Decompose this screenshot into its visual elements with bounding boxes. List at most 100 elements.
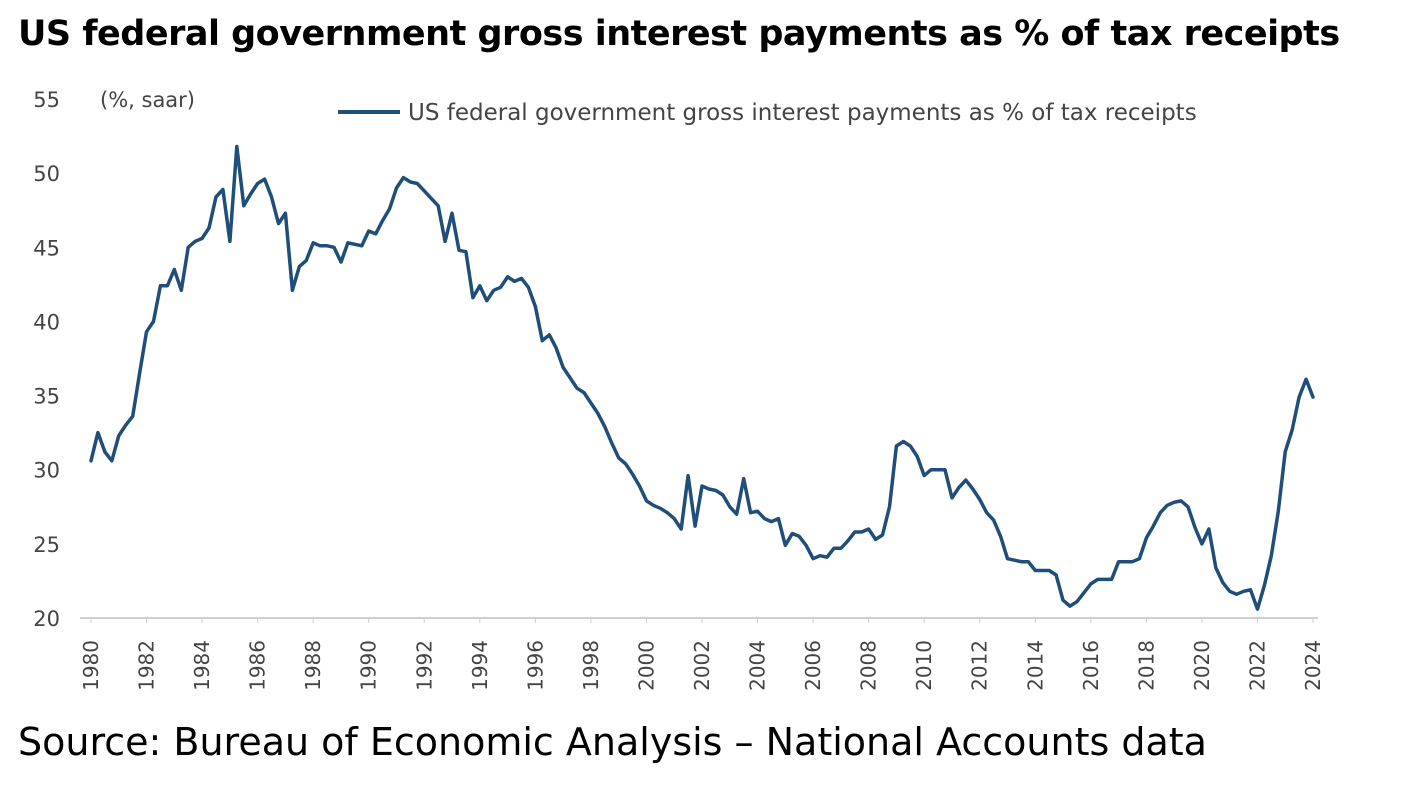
data-point: [1138, 557, 1141, 560]
data-point: [152, 320, 155, 323]
data-point: [1173, 501, 1176, 504]
data-point: [1152, 525, 1155, 528]
data-point: [583, 391, 586, 394]
data-point: [458, 249, 461, 252]
data-point: [992, 519, 995, 522]
x-tick-label: 2002: [690, 640, 714, 691]
data-point: [242, 204, 245, 207]
data-point: [187, 246, 190, 249]
data-point: [249, 192, 252, 195]
data-point: [402, 176, 405, 179]
data-point: [1270, 554, 1273, 557]
data-point: [853, 531, 856, 534]
data-point: [603, 425, 606, 428]
data-point: [1187, 505, 1190, 508]
data-point: [367, 230, 370, 233]
data-point: [1298, 396, 1301, 399]
data-point: [527, 286, 530, 289]
data-point: [1263, 584, 1266, 587]
x-tick-label: 2004: [746, 640, 770, 691]
y-tick-label: 30: [33, 459, 60, 483]
data-point: [145, 330, 148, 333]
data-point: [596, 412, 599, 415]
data-point: [631, 473, 634, 476]
data-point: [645, 499, 648, 502]
data-point: [860, 531, 863, 534]
data-point: [499, 286, 502, 289]
x-tick-label: 2000: [634, 640, 658, 691]
data-point: [1249, 588, 1252, 591]
data-point: [985, 511, 988, 514]
data-point: [1221, 581, 1224, 584]
data-point: [610, 442, 613, 445]
data-point: [999, 535, 1002, 538]
data-point: [652, 504, 655, 507]
data-point: [360, 244, 363, 247]
x-tick-label: 2024: [1301, 640, 1325, 691]
source-note: Source: Bureau of Economic Analysis – Na…: [18, 720, 1207, 764]
data-point: [291, 289, 294, 292]
data-point: [1103, 578, 1106, 581]
data-point: [1256, 608, 1259, 611]
data-point: [1096, 578, 1099, 581]
unit-label: (%, saar): [100, 88, 195, 112]
data-point: [694, 525, 697, 528]
x-tick-label: 2022: [1245, 640, 1269, 691]
data-point: [951, 496, 954, 499]
x-tick-label: 1984: [190, 640, 214, 691]
data-point: [701, 485, 704, 488]
data-point: [1034, 569, 1037, 572]
data-point: [1110, 578, 1113, 581]
data-point: [485, 299, 488, 302]
data-point: [1041, 569, 1044, 572]
x-tick-label: 2008: [857, 640, 881, 691]
data-point: [1277, 510, 1280, 513]
data-point: [832, 547, 835, 550]
data-point: [1075, 600, 1078, 603]
legend: US federal government gross interest pay…: [338, 100, 1197, 126]
y-tick-label: 40: [33, 310, 60, 334]
x-tick-label: 2012: [968, 640, 992, 691]
data-point: [721, 493, 724, 496]
series-line: [89, 144, 1315, 611]
data-point: [1069, 605, 1072, 608]
data-point: [541, 339, 544, 342]
x-tick-label: 1998: [579, 640, 603, 691]
x-tick-label: 2006: [801, 640, 825, 691]
data-point: [117, 434, 120, 437]
data-point: [180, 289, 183, 292]
data-point: [1291, 428, 1294, 431]
data-point: [256, 182, 259, 185]
data-point: [326, 244, 329, 247]
data-point: [673, 517, 676, 520]
y-tick-label: 45: [33, 236, 60, 260]
data-point: [805, 544, 808, 547]
y-tick-label: 50: [33, 162, 60, 186]
data-point: [666, 511, 669, 514]
data-point: [1062, 599, 1065, 602]
data-point: [110, 459, 113, 462]
x-axis-ticks: 1980 1982 1984 1986 1988 1990 1992 1994 1996 1998…: [79, 618, 1325, 691]
data-point: [728, 505, 731, 508]
x-tick-label: 1992: [412, 640, 436, 691]
chart-title: US federal government gross interest pay…: [18, 14, 1340, 54]
data-point: [1131, 560, 1134, 563]
data-point: [131, 415, 134, 418]
x-tick-label: 2016: [1079, 640, 1103, 691]
data-point: [589, 402, 592, 405]
data-point: [534, 305, 537, 308]
data-point: [555, 347, 558, 350]
data-point: [492, 289, 495, 292]
data-point: [749, 511, 752, 514]
data-point: [1055, 574, 1058, 577]
data-point: [735, 513, 738, 516]
data-point: [1048, 569, 1051, 572]
data-point: [971, 488, 974, 491]
data-point: [826, 556, 829, 559]
data-point: [138, 372, 141, 375]
x-tick-label: 1990: [357, 640, 381, 691]
data-point: [846, 539, 849, 542]
data-point: [228, 240, 231, 243]
data-point: [437, 204, 440, 207]
x-tick-label: 1980: [79, 640, 103, 691]
